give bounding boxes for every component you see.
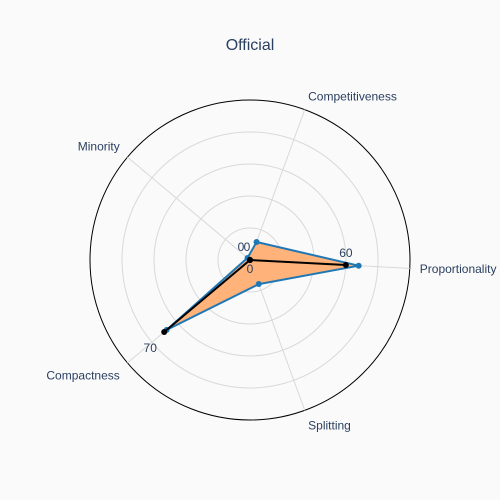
series-1-area — [165, 241, 360, 331]
axis-labels: Proportionality Competitiveness Minority Co… — [46, 89, 496, 432]
series-1-point — [255, 281, 262, 288]
radar-spoke — [127, 156, 251, 261]
axis-label-proportionality: Proportionality — [420, 262, 497, 276]
grid-ring — [121, 131, 379, 389]
series-2-point — [342, 262, 349, 269]
chart-title: Official — [226, 37, 275, 54]
radar-spoke — [249, 109, 306, 261]
axis-label-minority: Minority — [78, 140, 120, 154]
grid-ring — [153, 163, 347, 357]
tick-label: 0 — [247, 262, 254, 276]
series-2-point — [247, 257, 253, 263]
axis-label-splitting: Splitting — [308, 419, 351, 433]
series-1-point — [253, 238, 260, 245]
outer-ring — [89, 99, 411, 421]
tick-label: 0 — [244, 240, 251, 254]
axis-label-competitiveness: Competitiveness — [308, 89, 397, 103]
series-2-point — [161, 328, 168, 335]
tick-label: 70 — [144, 341, 158, 355]
series-1-point — [355, 262, 362, 269]
radar-grid — [89, 99, 411, 421]
tick-label: 0 — [238, 240, 245, 254]
tick-label: 60 — [339, 246, 353, 260]
axis-label-compactness: Compactness — [46, 368, 119, 382]
series-layer — [161, 238, 362, 335]
